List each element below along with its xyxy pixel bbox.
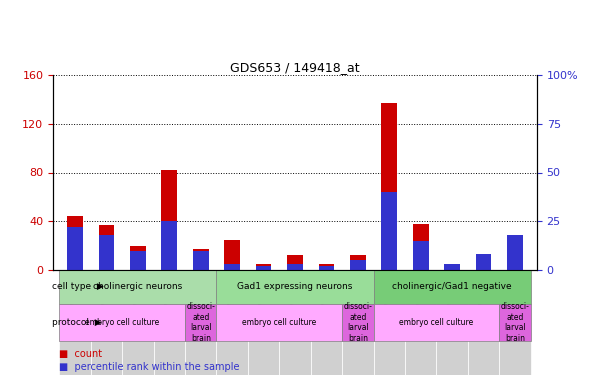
Bar bbox=[499, 304, 530, 341]
Bar bbox=[217, 270, 248, 375]
Bar bbox=[224, 264, 240, 270]
Bar bbox=[405, 270, 437, 375]
Bar bbox=[130, 251, 146, 270]
Text: GSM16947: GSM16947 bbox=[165, 274, 174, 320]
Bar bbox=[217, 304, 342, 341]
Text: GSM16948: GSM16948 bbox=[196, 274, 205, 315]
Text: GSM16950: GSM16950 bbox=[479, 274, 488, 319]
Text: GSM16945: GSM16945 bbox=[102, 274, 111, 319]
Text: GSM16955: GSM16955 bbox=[510, 274, 519, 315]
Bar bbox=[373, 304, 499, 341]
Bar bbox=[279, 270, 311, 375]
Text: embryo cell culture: embryo cell culture bbox=[242, 318, 316, 327]
Bar bbox=[255, 264, 271, 270]
Text: GSM16953: GSM16953 bbox=[290, 274, 300, 315]
Text: GSM16951: GSM16951 bbox=[228, 274, 237, 315]
Bar bbox=[60, 270, 217, 304]
Title: GDS653 / 149418_at: GDS653 / 149418_at bbox=[230, 61, 360, 74]
Bar bbox=[60, 270, 91, 375]
Bar bbox=[153, 270, 185, 375]
Bar bbox=[413, 241, 428, 270]
Bar bbox=[476, 254, 491, 270]
Text: cell type  ▶: cell type ▶ bbox=[53, 282, 104, 291]
Text: embryo cell culture: embryo cell culture bbox=[399, 318, 474, 327]
Text: GSM16946: GSM16946 bbox=[133, 274, 142, 320]
Text: dissoci-
ated
larval
brain: dissoci- ated larval brain bbox=[186, 302, 215, 343]
Text: GSM16893: GSM16893 bbox=[385, 274, 394, 320]
Text: ■  percentile rank within the sample: ■ percentile rank within the sample bbox=[59, 362, 240, 372]
Bar bbox=[287, 264, 303, 270]
Text: GSM16950: GSM16950 bbox=[479, 274, 488, 315]
Bar bbox=[67, 227, 83, 270]
Text: dissoci-
ated
larval
brain: dissoci- ated larval brain bbox=[343, 302, 372, 343]
Bar bbox=[287, 255, 303, 270]
Bar bbox=[99, 225, 114, 270]
Bar bbox=[185, 304, 217, 341]
Text: GSM16944: GSM16944 bbox=[71, 274, 80, 315]
Bar bbox=[437, 270, 468, 375]
Text: GSM16955: GSM16955 bbox=[510, 274, 519, 319]
Text: GSM16947: GSM16947 bbox=[165, 274, 174, 315]
Bar bbox=[255, 266, 271, 270]
Bar bbox=[373, 270, 530, 304]
Text: GSM16894: GSM16894 bbox=[416, 274, 425, 315]
Text: cholinergic neurons: cholinergic neurons bbox=[93, 282, 182, 291]
Bar bbox=[67, 216, 83, 270]
Bar bbox=[373, 270, 405, 375]
Bar bbox=[60, 304, 185, 341]
Text: cholinergic/Gad1 negative: cholinergic/Gad1 negative bbox=[392, 282, 512, 291]
Bar bbox=[122, 270, 153, 375]
Text: GSM16953: GSM16953 bbox=[290, 274, 300, 320]
Bar bbox=[319, 266, 335, 270]
Bar bbox=[130, 246, 146, 270]
Bar bbox=[342, 270, 373, 375]
Bar bbox=[193, 251, 209, 270]
Text: GSM16952: GSM16952 bbox=[259, 274, 268, 315]
Text: GSM16945: GSM16945 bbox=[102, 274, 111, 315]
Bar bbox=[499, 270, 530, 375]
Bar bbox=[468, 270, 499, 375]
Text: GSM16893: GSM16893 bbox=[385, 274, 394, 315]
Bar bbox=[507, 253, 523, 270]
Bar bbox=[248, 270, 279, 375]
Bar bbox=[350, 255, 366, 270]
Bar bbox=[507, 235, 523, 270]
Bar bbox=[444, 264, 460, 270]
Text: GSM16956: GSM16956 bbox=[353, 274, 362, 315]
Bar bbox=[350, 260, 366, 270]
Bar bbox=[319, 264, 335, 270]
Bar bbox=[311, 270, 342, 375]
Text: GSM16954: GSM16954 bbox=[322, 274, 331, 315]
Bar bbox=[381, 192, 397, 270]
Text: GSM16949: GSM16949 bbox=[448, 274, 457, 315]
Bar bbox=[342, 304, 373, 341]
Text: GSM16946: GSM16946 bbox=[133, 274, 142, 315]
Text: Gad1 expressing neurons: Gad1 expressing neurons bbox=[237, 282, 353, 291]
Bar bbox=[91, 270, 122, 375]
Bar bbox=[413, 224, 428, 270]
Text: GSM16956: GSM16956 bbox=[353, 274, 362, 320]
Bar bbox=[224, 240, 240, 270]
Bar bbox=[444, 264, 460, 270]
Text: ■  count: ■ count bbox=[59, 349, 102, 359]
Text: dissoci-
ated
larval
brain: dissoci- ated larval brain bbox=[500, 302, 529, 343]
Bar bbox=[217, 270, 373, 304]
Bar bbox=[162, 221, 177, 270]
Bar bbox=[99, 235, 114, 270]
Text: GSM16949: GSM16949 bbox=[448, 274, 457, 319]
Text: GSM16948: GSM16948 bbox=[196, 274, 205, 320]
Text: protocol  ▶: protocol ▶ bbox=[53, 318, 102, 327]
Bar bbox=[185, 270, 217, 375]
Text: GSM16944: GSM16944 bbox=[71, 274, 80, 319]
Bar bbox=[193, 249, 209, 270]
Text: GSM16952: GSM16952 bbox=[259, 274, 268, 319]
Bar bbox=[162, 170, 177, 270]
Text: embryo cell culture: embryo cell culture bbox=[85, 318, 159, 327]
Bar bbox=[381, 103, 397, 270]
Text: GSM16894: GSM16894 bbox=[416, 274, 425, 320]
Bar bbox=[476, 261, 491, 270]
Text: GSM16951: GSM16951 bbox=[228, 274, 237, 319]
Text: GSM16954: GSM16954 bbox=[322, 274, 331, 319]
